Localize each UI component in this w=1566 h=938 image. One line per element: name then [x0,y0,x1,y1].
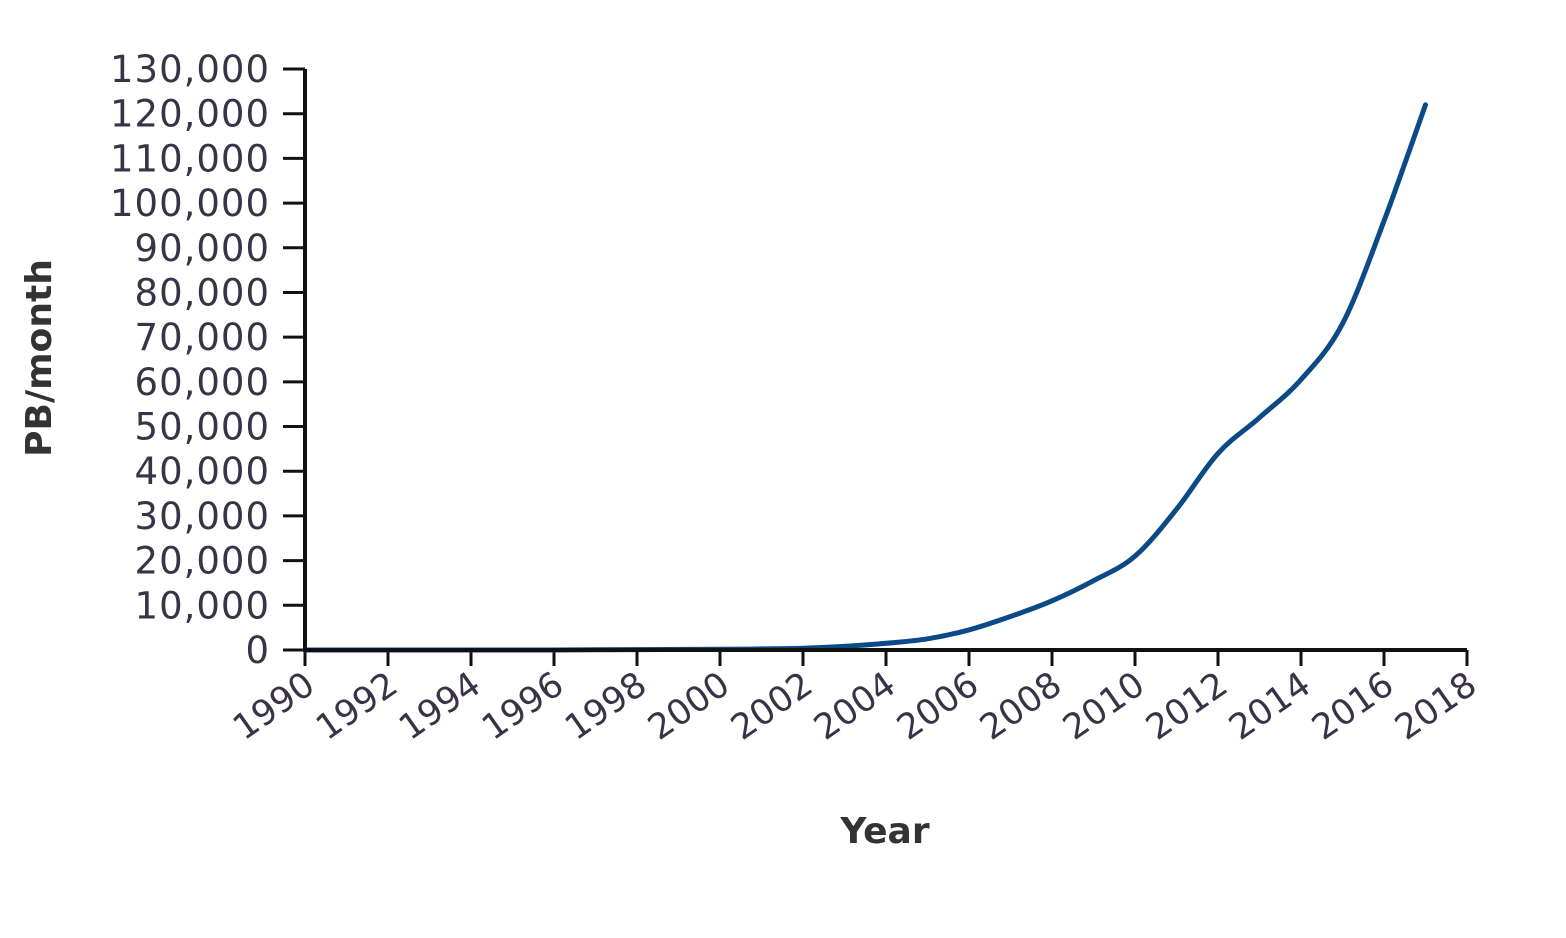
x-tick-label: 2014 [1222,665,1318,749]
y-tick-label: 50,000 [135,406,270,449]
x-axis-title: Year [839,811,929,852]
x-tick-label: 2002 [724,665,820,749]
y-tick-label: 80,000 [135,271,270,314]
y-tick-label: 60,000 [135,361,270,404]
y-tick-label: 40,000 [135,450,270,493]
x-tick-label: 2006 [890,665,986,749]
y-tick-label: 0 [245,629,270,672]
y-tick-label: 130,000 [110,48,270,91]
x-tick-label: 1990 [226,665,322,749]
y-tick-label: 70,000 [135,316,270,359]
series-line [302,102,1428,653]
x-tick-label: 1998 [558,665,654,749]
x-tick-label: 2008 [973,665,1069,749]
y-tick-label: 10,000 [135,584,270,627]
y-tick-label: 30,000 [135,495,270,538]
y-axis-title: PB/month [19,259,60,457]
x-tick-label: 2000 [641,665,737,749]
y-tick-label: 90,000 [135,227,270,270]
x-tick-label: 2018 [1388,665,1484,749]
x-tick-label: 2004 [807,665,903,749]
x-tick-label: 1992 [309,665,405,749]
x-tick-label: 2010 [1056,665,1152,749]
y-tick-label: 100,000 [110,182,270,225]
x-tick-label: 1996 [475,665,571,749]
x-tick-label: 2012 [1139,665,1235,749]
y-tick-label: 20,000 [135,540,270,583]
y-axis-ticks: 010,00020,00030,00040,00050,00060,00070,… [110,48,305,672]
y-tick-label: 120,000 [110,93,270,136]
x-tick-label: 1994 [392,665,488,749]
y-tick-label: 110,000 [110,137,270,180]
x-tick-label: 2016 [1305,665,1401,749]
x-axis-ticks: 1990199219941996199820002002200420062008… [226,650,1484,748]
